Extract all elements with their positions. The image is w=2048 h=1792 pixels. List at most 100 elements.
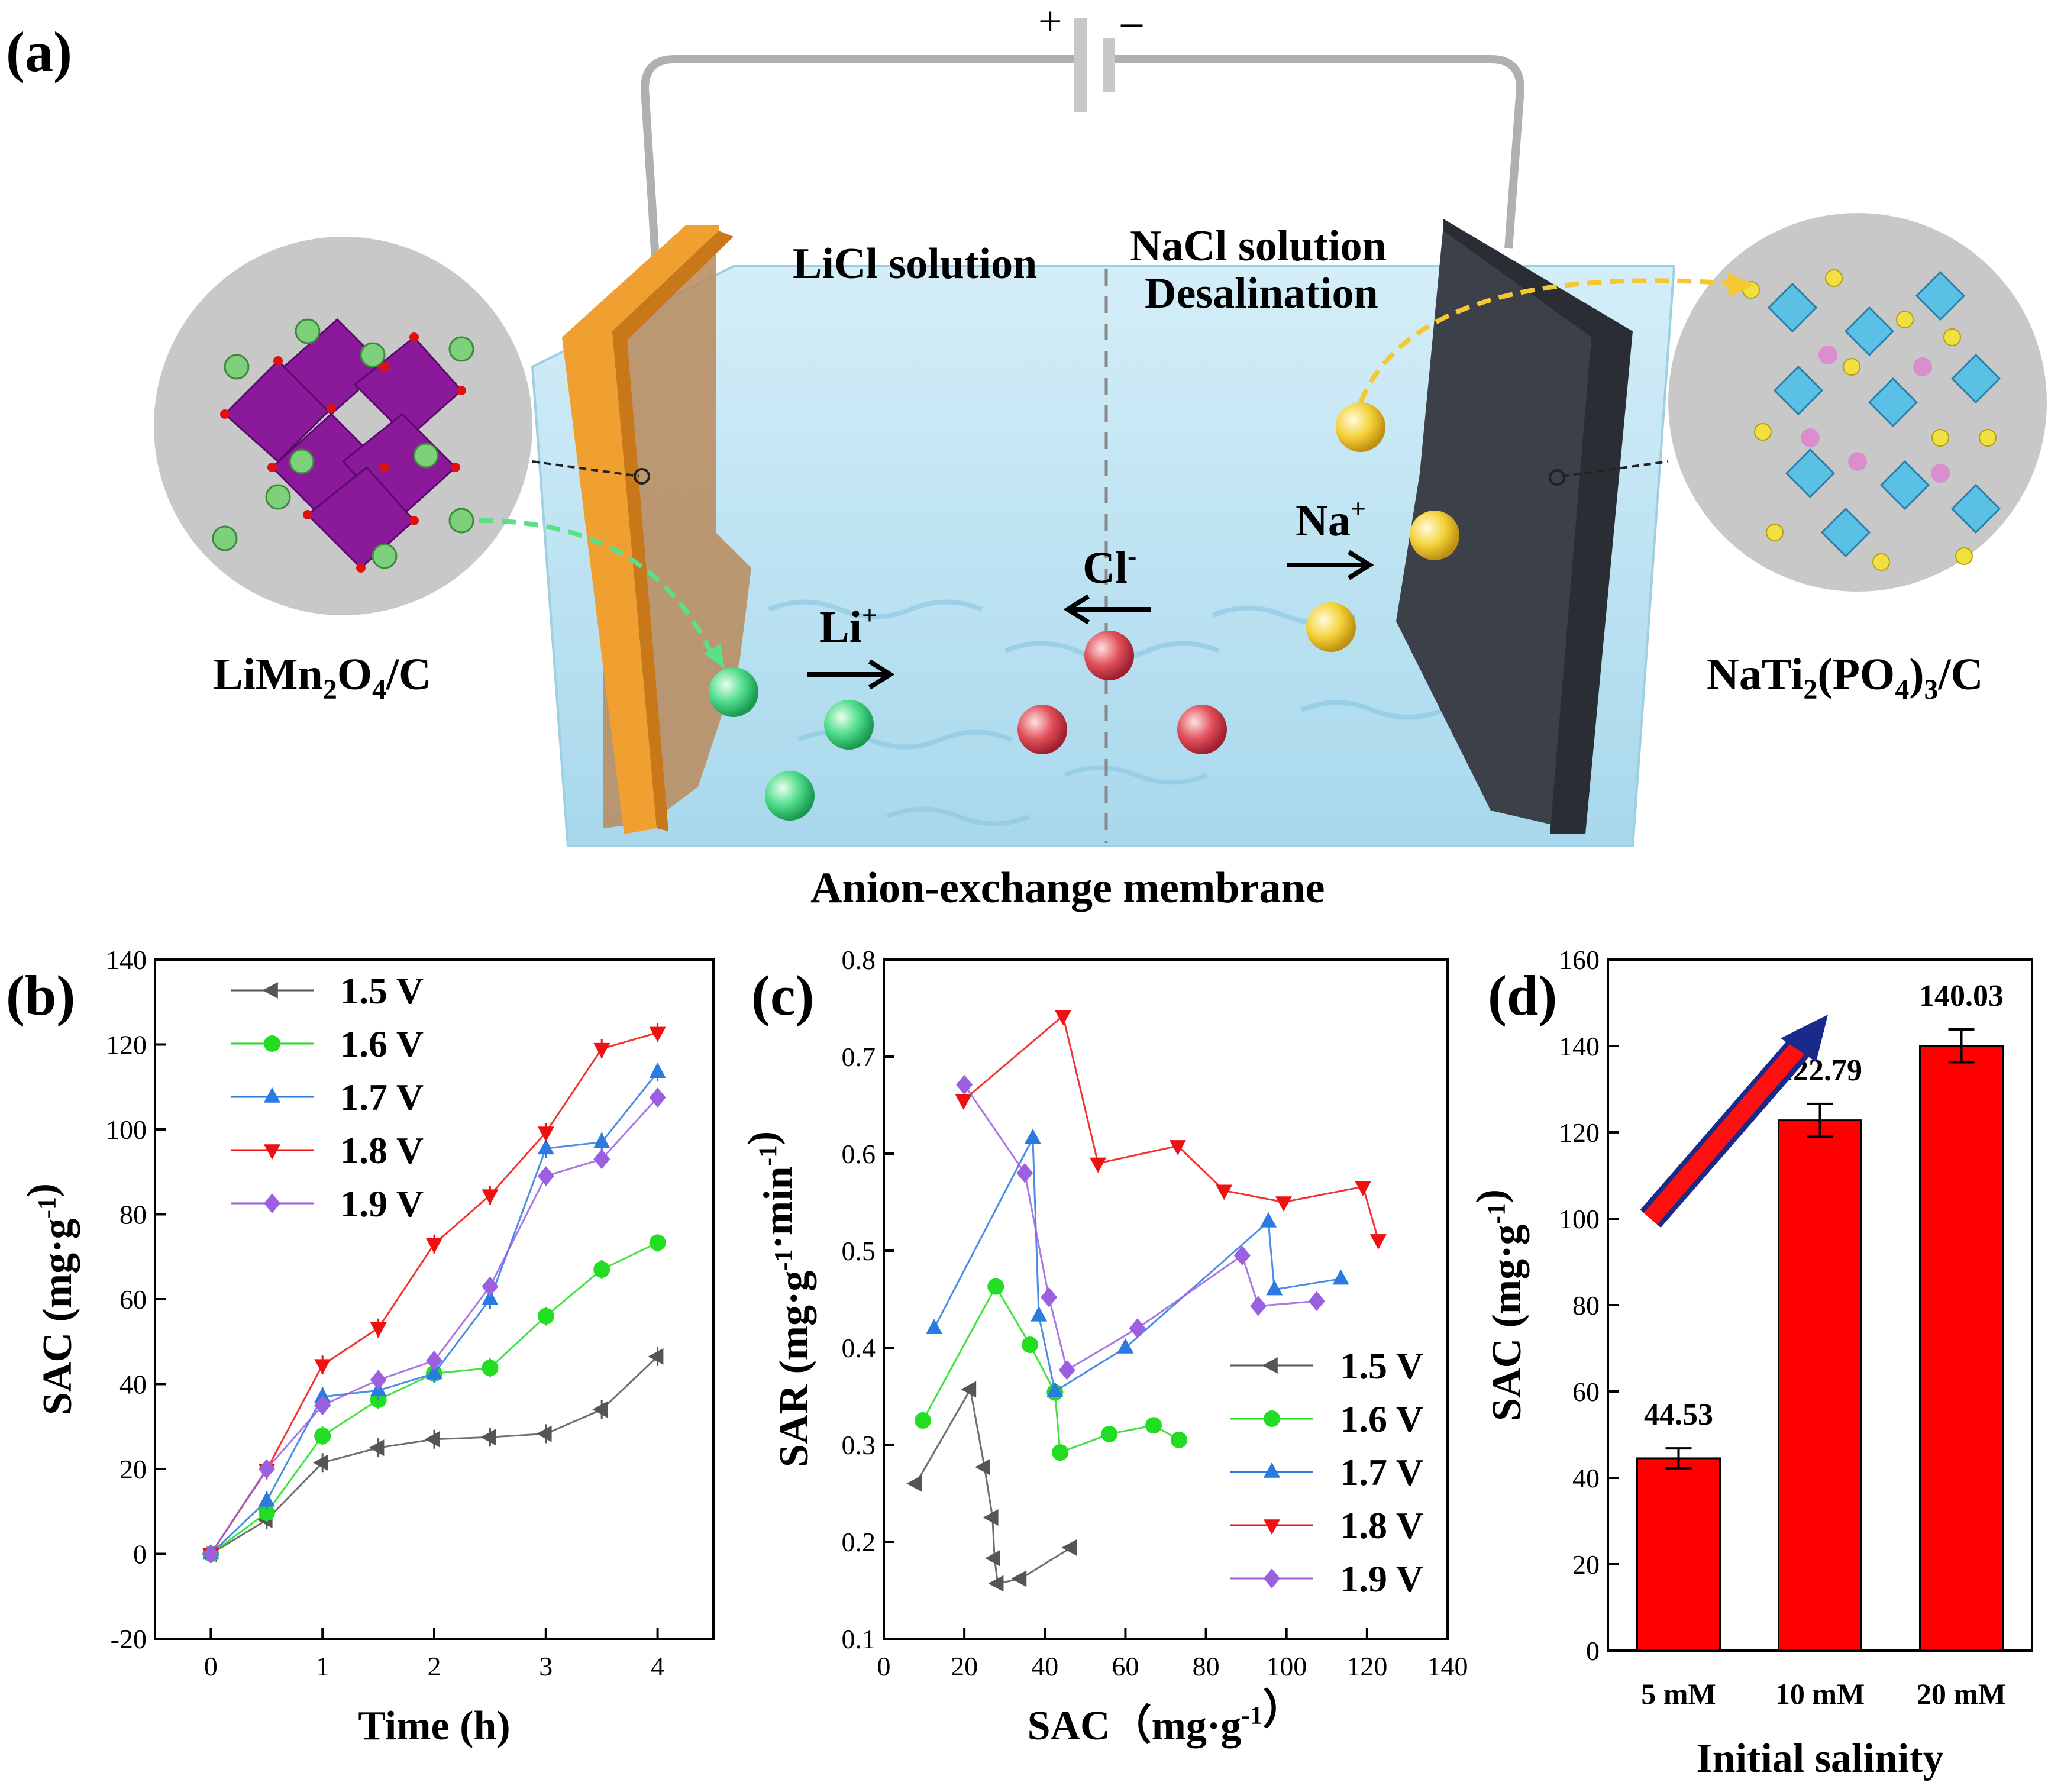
legend-label: 1.9 V xyxy=(340,1183,424,1225)
y-tick-label: 120 xyxy=(106,1030,147,1060)
y-tick-label: 40 xyxy=(119,1370,147,1400)
data-point xyxy=(987,1278,1004,1295)
data-point xyxy=(424,1431,440,1448)
legend-label: 1.7 V xyxy=(1340,1451,1423,1493)
bar-10mM xyxy=(1778,1119,1862,1652)
data-point xyxy=(480,1429,496,1446)
data-point xyxy=(593,1149,610,1170)
y-tick-label: 0.3 xyxy=(842,1430,876,1460)
data-point xyxy=(955,1094,972,1110)
circuit-wire xyxy=(640,55,1525,279)
data-point xyxy=(983,1509,999,1526)
data-point xyxy=(537,1307,554,1325)
y-tick-label: 140 xyxy=(106,945,147,975)
data-point xyxy=(1250,1296,1267,1316)
x-tick-label: 4 xyxy=(651,1651,664,1681)
right-electrode xyxy=(1443,219,1633,834)
series-line-1.8V xyxy=(210,1031,658,1555)
panel-label-a: (a) xyxy=(6,20,72,83)
y-tick-label: 100 xyxy=(1559,1204,1600,1234)
data-point xyxy=(314,1387,331,1403)
data-point xyxy=(314,1428,331,1445)
data-point xyxy=(1369,1234,1387,1250)
y-tick-label: 0 xyxy=(133,1539,147,1570)
data-point xyxy=(1052,1444,1069,1461)
left-electrode-side xyxy=(612,231,734,831)
y-tick-label: 60 xyxy=(1572,1377,1600,1407)
x-axis-title: Time (h) xyxy=(358,1703,510,1749)
data-point xyxy=(1129,1318,1146,1338)
data-point xyxy=(592,1401,608,1418)
y-tick-label: 0.6 xyxy=(842,1139,876,1169)
panel-d-sac-vs-salinity: (d) 0 20 40 60 80 100 120 140 160 SAC (mg·g-1) 44.5… xyxy=(1468,945,2033,1781)
data-point xyxy=(1061,1539,1077,1556)
data-point xyxy=(1332,1269,1349,1285)
data-point xyxy=(593,1042,610,1058)
data-point xyxy=(482,1276,499,1297)
data-point xyxy=(1046,1381,1064,1397)
data-point xyxy=(906,1475,922,1492)
data-point xyxy=(1275,1196,1292,1212)
data-point xyxy=(975,1458,990,1475)
x-tick-label: 3 xyxy=(539,1651,553,1681)
data-point xyxy=(1011,1570,1027,1587)
data-point xyxy=(1355,1180,1372,1196)
panel-label: (b) xyxy=(6,964,75,1027)
legend-label: 1.6 V xyxy=(340,1023,424,1065)
legend-label: 1.8 V xyxy=(340,1129,424,1171)
li-ions xyxy=(709,667,874,821)
series-line-1.9V xyxy=(963,1084,1317,1372)
battery-negative-plate xyxy=(1103,38,1115,92)
panel-c-sar-vs-sac: (c) 0 20 40 60 80 100 120 140 0.1 0.2 0.3 0.4 0.5 0.6 0… xyxy=(740,945,1468,1749)
x-axis-title: SAC（mg·g-1） xyxy=(1028,1687,1304,1749)
data-point xyxy=(1308,1291,1325,1312)
y-tick-label: 0.4 xyxy=(842,1333,876,1363)
data-point xyxy=(426,1351,442,1371)
ion-direction-arrows xyxy=(807,550,1374,690)
x-tick-label: 0 xyxy=(204,1651,218,1681)
right-inset-pointer-end xyxy=(1549,469,1565,486)
y-tick-label: 140 xyxy=(1559,1031,1600,1061)
right-solution-label-2: Desalination xyxy=(1145,269,1378,318)
panel-label: (c) xyxy=(751,964,815,1027)
data-point xyxy=(482,1189,499,1205)
y-tick-label: 0 xyxy=(1586,1636,1600,1666)
bar-5mM xyxy=(1636,1457,1721,1652)
data-point xyxy=(1022,1336,1039,1354)
data-point xyxy=(915,1412,932,1429)
y-tick-label: 80 xyxy=(119,1200,147,1230)
nati2po43-crystal-inset xyxy=(1668,213,2047,592)
data-point xyxy=(314,1395,331,1416)
legend-marker xyxy=(1264,1410,1280,1427)
y-tick-label: 20 xyxy=(1572,1549,1600,1580)
legend-marker xyxy=(264,1144,280,1160)
left-solution-label: LiCl solution xyxy=(793,240,1037,288)
left-inset-pointer-end xyxy=(634,468,650,485)
legend-marker xyxy=(1264,1462,1280,1478)
series-line-1.7V xyxy=(933,1134,1341,1393)
x-tick-label: 20 xyxy=(951,1651,978,1681)
legend-marker xyxy=(262,982,278,999)
data-point xyxy=(1058,1360,1075,1380)
membrane-label: Anion-exchange membrane xyxy=(810,864,1325,912)
x-tick-label: 20 mM xyxy=(1917,1677,2006,1710)
bar-value-label: 140.03 xyxy=(1919,979,2004,1013)
data-point xyxy=(649,1087,666,1108)
data-point xyxy=(1260,1212,1277,1228)
right-solution-label-1: NaCl solution xyxy=(1130,222,1387,270)
x-tick-label: 140 xyxy=(1427,1651,1468,1681)
data-point xyxy=(926,1319,943,1334)
x-tick-label: 120 xyxy=(1346,1651,1387,1681)
x-tick-label: 1 xyxy=(316,1651,330,1681)
y-tick-label: 120 xyxy=(1559,1118,1600,1148)
bar-value-label: 44.53 xyxy=(1644,1398,1713,1432)
cl-ions xyxy=(1017,631,1227,754)
data-point xyxy=(1041,1287,1058,1307)
legend-marker xyxy=(264,1035,280,1052)
legend-label: 1.9 V xyxy=(1340,1558,1423,1600)
data-point xyxy=(961,1381,977,1398)
legend-marker xyxy=(264,1193,280,1213)
data-point xyxy=(537,1166,554,1186)
x-tick-label: 10 mM xyxy=(1775,1677,1865,1710)
